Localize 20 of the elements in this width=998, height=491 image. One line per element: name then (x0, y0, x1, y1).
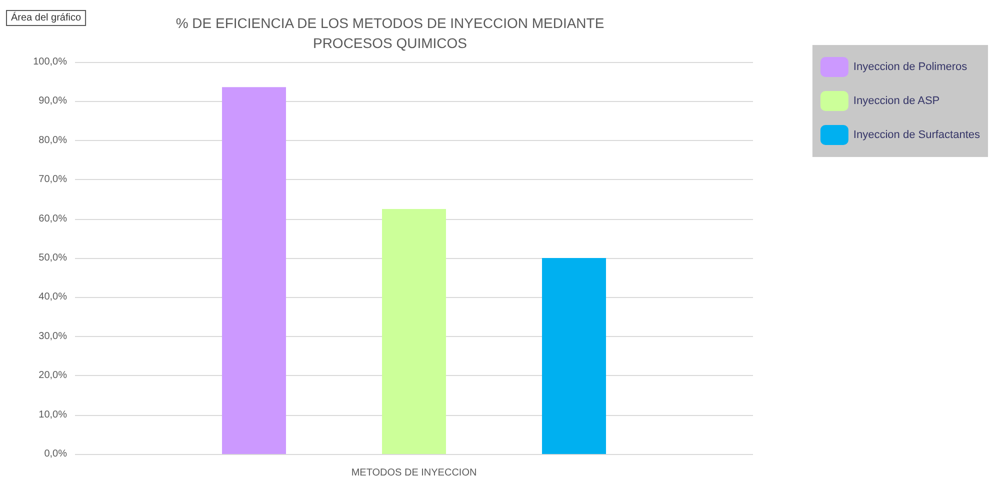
y-tick-label: 10,0% (38, 409, 68, 420)
y-tick-label: 90,0% (38, 96, 68, 107)
y-tick-label: 0,0% (44, 448, 68, 460)
legend-label: Inyeccion de Surfactantes (853, 129, 980, 141)
y-tick-label: 20,0% (38, 370, 68, 382)
x-axis-title: METODOS DE INYECCION (351, 468, 477, 478)
legend-label: Inyeccion de Polimeros (853, 61, 968, 73)
bar (542, 258, 606, 454)
y-tick-label: 70,0% (38, 174, 68, 186)
bar (382, 209, 446, 454)
y-tick-label: 80,0% (38, 134, 68, 146)
chart-title: % DE EFICIENCIA DE LOS METODOS DE INYECCION MEDIANTE PROCESOS QUIMICOS (176, 15, 604, 51)
legend-label: Inyeccion de ASP (853, 95, 940, 107)
y-tick-label: 30,0% (38, 330, 68, 342)
bar (222, 87, 286, 454)
y-tick-label: 50,0% (38, 252, 68, 264)
y-tick-label: 100,0% (33, 56, 68, 68)
text: Área del gráfico (11, 12, 82, 24)
y-tick-label: 40,0% (38, 292, 68, 303)
y-tick-label: 60,0% (38, 213, 68, 224)
